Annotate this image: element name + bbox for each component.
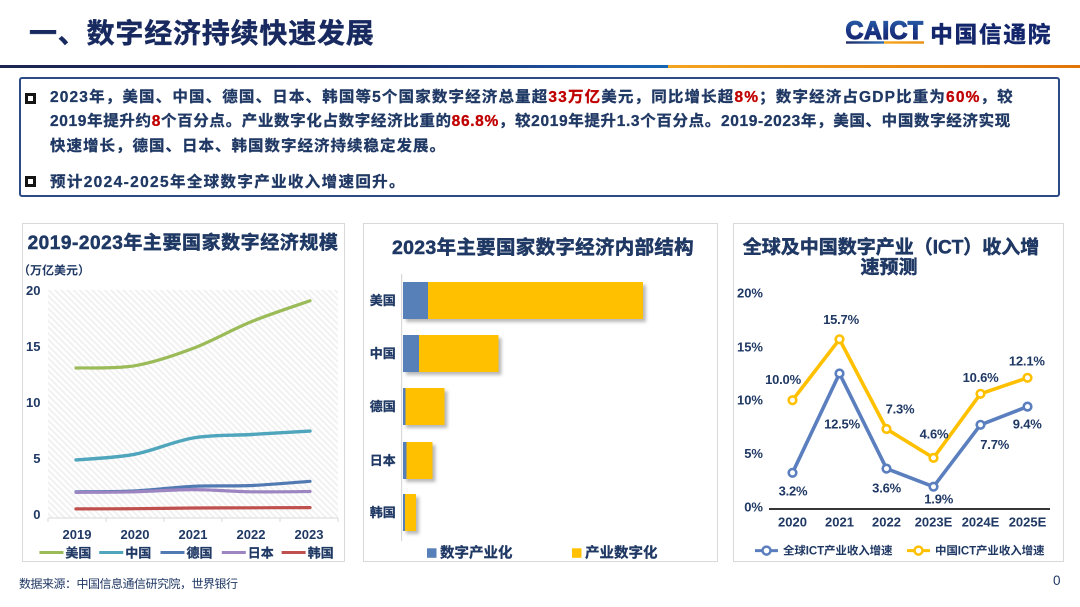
svg-text:2023E: 2023E	[915, 515, 953, 530]
svg-text:美国: 美国	[65, 546, 91, 561]
svg-text:10: 10	[26, 395, 40, 410]
svg-text:美国: 美国	[370, 293, 396, 308]
svg-text:10.0%: 10.0%	[765, 372, 802, 387]
svg-text:0: 0	[33, 507, 40, 522]
svg-text:德国: 德国	[370, 399, 396, 414]
svg-text:2019-2023年主要国家数字经济规模: 2019-2023年主要国家数字经济规模	[28, 232, 339, 254]
svg-text:2024E: 2024E	[962, 515, 1000, 530]
svg-text:日本: 日本	[370, 453, 396, 468]
svg-text:10.6%: 10.6%	[963, 370, 1000, 385]
svg-text:2021: 2021	[825, 515, 854, 530]
svg-text:5%: 5%	[744, 446, 763, 461]
svg-text:中国ICT产业收入增速: 中国ICT产业收入增速	[935, 545, 1045, 558]
svg-text:日本: 日本	[248, 546, 274, 561]
svg-text:产业数字化: 产业数字化	[585, 545, 658, 562]
svg-text:2019: 2019	[63, 527, 92, 542]
svg-text:10%: 10%	[737, 393, 763, 408]
svg-text:9.4%: 9.4%	[1013, 416, 1042, 431]
svg-text:（万亿美元）: （万亿美元）	[23, 264, 90, 278]
svg-text:20%: 20%	[737, 286, 763, 301]
svg-text:全球ICT产业收入增速: 全球ICT产业收入增速	[783, 545, 893, 558]
svg-text:1.9%: 1.9%	[924, 492, 953, 507]
svg-text:3.2%: 3.2%	[779, 483, 808, 498]
svg-text:3.6%: 3.6%	[872, 481, 901, 496]
svg-text:5: 5	[33, 451, 40, 466]
svg-text:数字产业化: 数字产业化	[440, 545, 513, 562]
svg-text:4.6%: 4.6%	[920, 426, 949, 441]
svg-text:15.7%: 15.7%	[823, 312, 860, 327]
svg-text:12.1%: 12.1%	[1009, 354, 1046, 369]
svg-text:2020: 2020	[121, 527, 150, 542]
svg-text:2022: 2022	[872, 515, 901, 530]
svg-text:20: 20	[26, 283, 40, 298]
svg-text:韩国: 韩国	[370, 505, 396, 520]
svg-text:韩国: 韩国	[308, 546, 334, 561]
svg-text:中国: 中国	[125, 546, 151, 561]
svg-text:CAICT: CAICT	[846, 17, 924, 45]
svg-text:2023年主要国家数字经济内部结构: 2023年主要国家数字经济内部结构	[392, 237, 694, 259]
svg-text:7.7%: 7.7%	[980, 437, 1009, 452]
svg-text:15%: 15%	[737, 339, 763, 354]
svg-text:德国: 德国	[187, 546, 213, 561]
svg-text:15: 15	[26, 339, 40, 354]
svg-text:中国: 中国	[370, 346, 396, 361]
svg-text:速预测: 速预测	[860, 257, 917, 279]
svg-text:2020: 2020	[778, 515, 807, 530]
svg-text:中国信通院: 中国信通院	[930, 16, 1052, 50]
svg-text:7.3%: 7.3%	[886, 402, 915, 417]
svg-text:全球及中国数字产业（ICT）收入增: 全球及中国数字产业（ICT）收入增	[743, 237, 1040, 259]
svg-text:12.5%: 12.5%	[824, 417, 861, 432]
svg-text:2023: 2023	[295, 527, 324, 542]
svg-text:2022: 2022	[237, 527, 266, 542]
svg-text:2021: 2021	[179, 527, 208, 542]
svg-text:2025E: 2025E	[1009, 515, 1047, 530]
svg-text:0%: 0%	[744, 500, 763, 515]
